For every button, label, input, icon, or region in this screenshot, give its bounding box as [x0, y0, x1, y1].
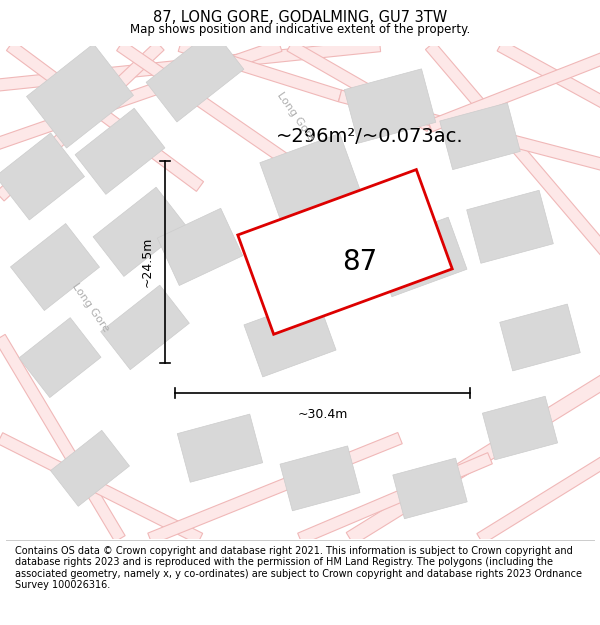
Polygon shape [178, 414, 263, 482]
Polygon shape [298, 452, 493, 544]
Text: ~296m²/~0.073ac.: ~296m²/~0.073ac. [276, 127, 464, 146]
Polygon shape [287, 41, 433, 131]
Text: 87, LONG GORE, GODALMING, GU7 3TW: 87, LONG GORE, GODALMING, GU7 3TW [153, 10, 447, 25]
Polygon shape [346, 371, 600, 545]
Polygon shape [440, 102, 520, 169]
Polygon shape [116, 41, 313, 181]
Polygon shape [75, 108, 165, 194]
Polygon shape [467, 190, 553, 263]
Polygon shape [0, 133, 85, 220]
Text: Map shows position and indicative extent of the property.: Map shows position and indicative extent… [130, 22, 470, 36]
Polygon shape [260, 134, 360, 219]
Polygon shape [344, 69, 436, 143]
Text: Long Gore: Long Gore [275, 90, 316, 142]
Polygon shape [148, 432, 402, 544]
Polygon shape [0, 334, 125, 542]
Polygon shape [425, 42, 600, 261]
Polygon shape [101, 285, 190, 369]
Polygon shape [244, 298, 336, 377]
Polygon shape [19, 318, 101, 398]
Polygon shape [178, 40, 342, 102]
Polygon shape [7, 41, 203, 191]
Polygon shape [157, 208, 243, 286]
Polygon shape [0, 432, 203, 544]
Polygon shape [373, 217, 467, 297]
Text: ~30.4m: ~30.4m [298, 409, 347, 421]
Text: ~24.5m: ~24.5m [140, 237, 154, 287]
Polygon shape [280, 446, 360, 511]
Text: 87: 87 [343, 248, 377, 276]
Polygon shape [93, 188, 187, 276]
Polygon shape [500, 304, 580, 371]
Polygon shape [477, 453, 600, 544]
Polygon shape [26, 44, 133, 148]
Polygon shape [0, 40, 282, 152]
Polygon shape [10, 224, 100, 311]
Polygon shape [146, 29, 244, 122]
Text: Long Gore: Long Gore [70, 281, 110, 334]
Polygon shape [497, 41, 600, 111]
Text: Contains OS data © Crown copyright and database right 2021. This information is : Contains OS data © Crown copyright and d… [15, 546, 582, 591]
Polygon shape [0, 39, 380, 92]
Polygon shape [482, 396, 557, 460]
Polygon shape [50, 431, 130, 506]
Polygon shape [393, 458, 467, 519]
Polygon shape [0, 41, 164, 201]
Polygon shape [338, 90, 600, 172]
Polygon shape [238, 169, 452, 334]
Polygon shape [428, 50, 600, 132]
